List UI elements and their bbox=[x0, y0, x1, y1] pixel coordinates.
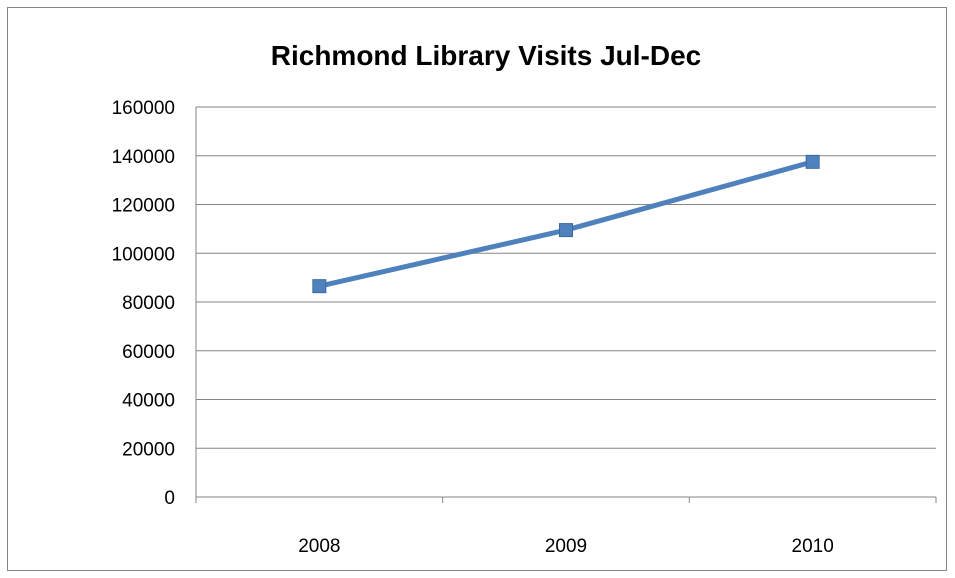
y-axis-tick-labels: 0 20000 40000 60000 80000 100000 120000 140000 1… bbox=[112, 98, 175, 509]
data-point-marker bbox=[312, 279, 327, 294]
x-tick-label: 2009 bbox=[545, 536, 587, 557]
data-point-marker bbox=[559, 223, 573, 238]
y-tick-label: 80000 bbox=[122, 293, 175, 314]
series-layer bbox=[312, 154, 820, 294]
x-axis-tick-labels: 2008 2009 2010 bbox=[298, 536, 834, 557]
y-tick-label: 140000 bbox=[112, 147, 175, 168]
y-tick-label: 160000 bbox=[112, 98, 175, 119]
chart-frame bbox=[7, 7, 947, 571]
y-tick-label: 120000 bbox=[112, 196, 175, 217]
x-tick-label: 2010 bbox=[792, 536, 834, 557]
y-tick-label: 40000 bbox=[122, 391, 175, 412]
y-tick-label: 100000 bbox=[112, 244, 175, 265]
y-tick-label: 0 bbox=[164, 488, 175, 509]
data-point-marker bbox=[805, 154, 820, 169]
x-tick-label: 2008 bbox=[298, 536, 340, 557]
y-tick-label: 60000 bbox=[122, 342, 175, 363]
gridlines bbox=[195, 106, 937, 503]
y-tick-label: 20000 bbox=[122, 439, 175, 460]
chart-title: Richmond Library Visits Jul-Dec bbox=[271, 40, 702, 71]
